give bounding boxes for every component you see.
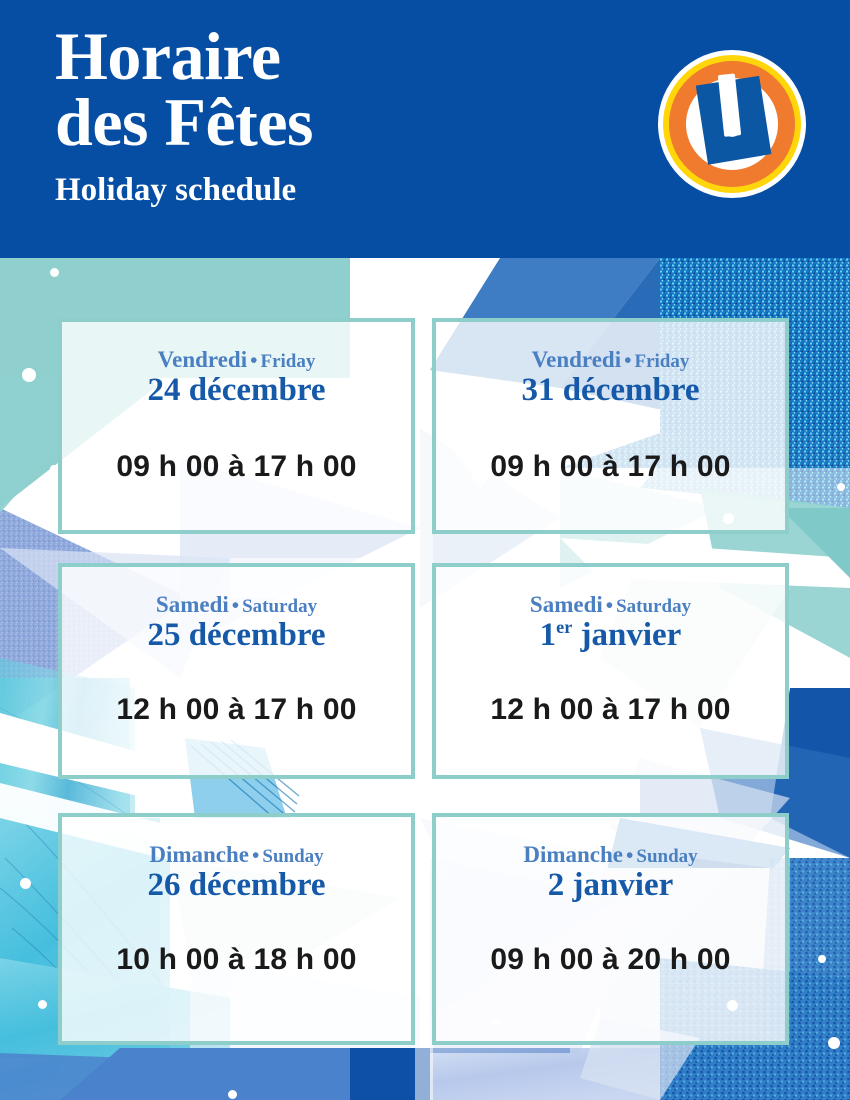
card-hours: 09 h 00 à 17 h 00	[490, 450, 731, 483]
schedule-card[interactable]: Samedi • Saturday 25 décembre 12 h 00 à 17…	[58, 563, 415, 779]
card-day-row: Dimanche • Sunday	[149, 843, 323, 866]
card-date: 31 décembre	[521, 372, 700, 408]
brand-logo	[656, 48, 808, 200]
card-day-row: Vendredi • Friday	[532, 348, 690, 371]
decorative-dot	[837, 483, 845, 491]
day-separator: •	[231, 593, 240, 617]
day-name-en: Saturday	[616, 596, 692, 617]
schedule-card[interactable]: Vendredi • Friday 24 décembre 09 h 00 à 17…	[58, 318, 415, 534]
card-hours: 10 h 00 à 18 h 00	[116, 943, 357, 976]
uniprix-u-logo-icon	[658, 50, 806, 198]
card-hours: 09 h 00 à 17 h 00	[116, 450, 357, 483]
day-name-fr: Samedi	[529, 592, 603, 617]
date-ordinal-suffix: er	[556, 617, 573, 637]
date-number: 1	[539, 617, 557, 653]
card-day-row: Dimanche • Sunday	[523, 843, 697, 866]
day-name-en: Sunday	[262, 846, 324, 867]
schedule-card[interactable]: Dimanche • Sunday 26 décembre 10 h 00 à 18…	[58, 813, 415, 1045]
schedule-card[interactable]: Vendredi • Friday 31 décembre 09 h 00 à 17…	[432, 318, 789, 534]
card-day-row: Samedi • Saturday	[530, 593, 691, 616]
day-separator: •	[605, 593, 614, 617]
decorative-dot	[20, 878, 31, 889]
day-name-fr: Vendredi	[531, 347, 622, 372]
card-date: 25 décembre	[147, 617, 326, 653]
day-separator: •	[252, 843, 260, 867]
title-line-1: Horaire	[55, 18, 281, 94]
decorative-dot	[50, 465, 58, 473]
card-day-row: Vendredi • Friday	[158, 348, 316, 371]
card-hours: 09 h 00 à 20 h 00	[490, 943, 731, 976]
card-day-row: Samedi • Saturday	[156, 593, 317, 616]
day-name-en: Saturday	[242, 596, 318, 617]
card-date: 2 janvier	[547, 867, 674, 903]
decorative-dot	[50, 268, 59, 277]
poster-header: Horaire des Fêtes Holiday schedule	[0, 0, 850, 258]
day-separator: •	[626, 843, 634, 867]
schedule-card[interactable]: Samedi • Saturday 1er janvier 12 h 00 à 17…	[432, 563, 789, 779]
day-name-en: Friday	[260, 351, 316, 372]
card-date: 24 décembre	[147, 372, 326, 408]
card-date: 26 décembre	[147, 867, 326, 903]
subtitle-english: Holiday schedule	[55, 171, 297, 208]
card-date: 1er janvier	[539, 617, 682, 653]
day-name-fr: Dimanche	[149, 842, 250, 867]
day-separator: •	[624, 348, 632, 372]
decorative-dot	[828, 1037, 840, 1049]
decorative-dot	[22, 368, 36, 382]
decorative-dot	[228, 1090, 237, 1099]
card-hours: 12 h 00 à 17 h 00	[116, 693, 357, 726]
title-block: Horaire des Fêtes Holiday schedule	[55, 18, 615, 209]
day-name-en: Sunday	[636, 846, 698, 867]
decorative-dot	[38, 1000, 47, 1009]
day-name-fr: Vendredi	[157, 347, 248, 372]
date-month: janvier	[580, 617, 682, 653]
day-name-fr: Dimanche	[523, 842, 624, 867]
day-name-en: Friday	[634, 351, 690, 372]
schedule-card[interactable]: Dimanche • Sunday 2 janvier 09 h 00 à 20 h…	[432, 813, 789, 1045]
title-line-2: des Fêtes	[55, 83, 313, 160]
day-separator: •	[250, 348, 258, 372]
card-hours: 12 h 00 à 17 h 00	[490, 693, 731, 726]
day-name-fr: Samedi	[155, 592, 229, 617]
decorative-dot	[818, 955, 826, 963]
